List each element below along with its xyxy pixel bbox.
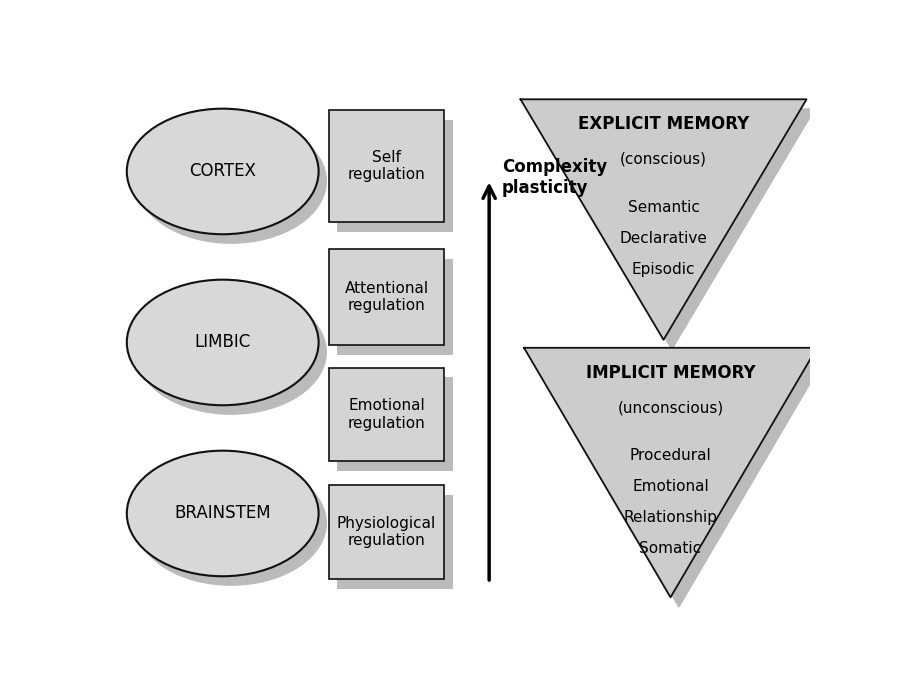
Text: Declarative: Declarative — [619, 231, 707, 246]
Ellipse shape — [135, 289, 327, 415]
Text: BRAINSTEM: BRAINSTEM — [175, 505, 271, 523]
FancyBboxPatch shape — [329, 249, 445, 345]
Polygon shape — [533, 357, 825, 607]
Text: Somatic: Somatic — [639, 541, 702, 557]
Text: CORTEX: CORTEX — [189, 162, 256, 180]
Polygon shape — [520, 99, 806, 340]
Ellipse shape — [127, 450, 319, 576]
Text: Physiological
regulation: Physiological regulation — [337, 516, 436, 548]
Text: Semantic: Semantic — [627, 200, 699, 214]
Text: Self
regulation: Self regulation — [347, 150, 426, 183]
Text: Complexity
plasticity: Complexity plasticity — [501, 158, 607, 197]
Ellipse shape — [127, 109, 319, 235]
Text: Relationship: Relationship — [624, 510, 717, 525]
Text: Procedural: Procedural — [630, 448, 711, 464]
FancyBboxPatch shape — [338, 259, 453, 355]
Text: (conscious): (conscious) — [620, 152, 707, 167]
Polygon shape — [529, 109, 814, 349]
Text: Emotional
regulation: Emotional regulation — [347, 398, 426, 431]
Polygon shape — [524, 348, 817, 598]
Ellipse shape — [135, 460, 327, 586]
Text: Attentional
regulation: Attentional regulation — [345, 281, 428, 313]
Text: LIMBIC: LIMBIC — [194, 333, 251, 351]
Text: IMPLICIT MEMORY: IMPLICIT MEMORY — [586, 364, 755, 382]
Text: EXPLICIT MEMORY: EXPLICIT MEMORY — [578, 115, 749, 133]
Ellipse shape — [135, 118, 327, 244]
FancyBboxPatch shape — [329, 485, 445, 579]
Text: Emotional: Emotional — [632, 480, 709, 494]
FancyBboxPatch shape — [338, 495, 453, 589]
Text: Episodic: Episodic — [632, 262, 696, 277]
FancyBboxPatch shape — [338, 378, 453, 471]
FancyBboxPatch shape — [329, 110, 445, 222]
FancyBboxPatch shape — [338, 119, 453, 232]
Ellipse shape — [127, 280, 319, 405]
Text: (unconscious): (unconscious) — [617, 400, 724, 415]
FancyBboxPatch shape — [329, 368, 445, 462]
